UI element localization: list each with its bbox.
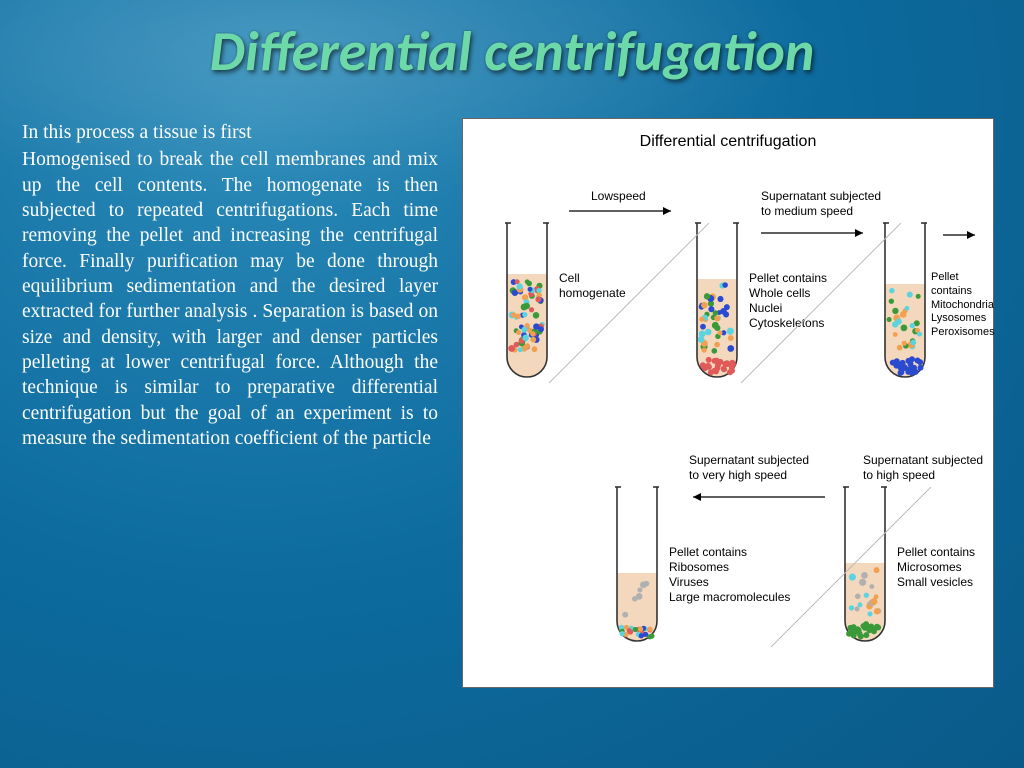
arrow-4-label: Supernatant subjectedto very high speed bbox=[689, 453, 809, 483]
arrow-3-label: Supernatant subjectedto high speed bbox=[863, 453, 983, 483]
body-text: In this process a tissue is first Homoge… bbox=[22, 120, 438, 451]
slide-title: Differential centrifugation bbox=[0, 18, 1024, 86]
body-p2: Homogenised to break the cell membranes … bbox=[22, 147, 438, 451]
body-p1: In this process a tissue is first bbox=[22, 120, 438, 145]
diagram-title: Differential centrifugation bbox=[463, 133, 993, 151]
arrow-2-label: Supernatant subjectedto medium speed bbox=[761, 189, 881, 219]
diagram-row-bottom: Pellet containsMicrosomesSmall vesicles … bbox=[463, 449, 993, 669]
separator-3 bbox=[771, 487, 935, 651]
tube-3-label: Pellet containsMitochondriaLysosomesPero… bbox=[931, 271, 995, 340]
arrow-3-stub bbox=[941, 225, 985, 245]
separator-1 bbox=[549, 223, 713, 387]
tube-1 bbox=[505, 219, 549, 379]
separator-2 bbox=[741, 223, 905, 387]
arrow-1-label: Lowspeed bbox=[591, 189, 646, 204]
tube-5 bbox=[615, 483, 659, 643]
diagram-row-top: Cellhomogenate Pellet containsWhole cell… bbox=[463, 189, 993, 429]
diagram: Differential centrifugation Cellhomogena… bbox=[462, 118, 994, 688]
